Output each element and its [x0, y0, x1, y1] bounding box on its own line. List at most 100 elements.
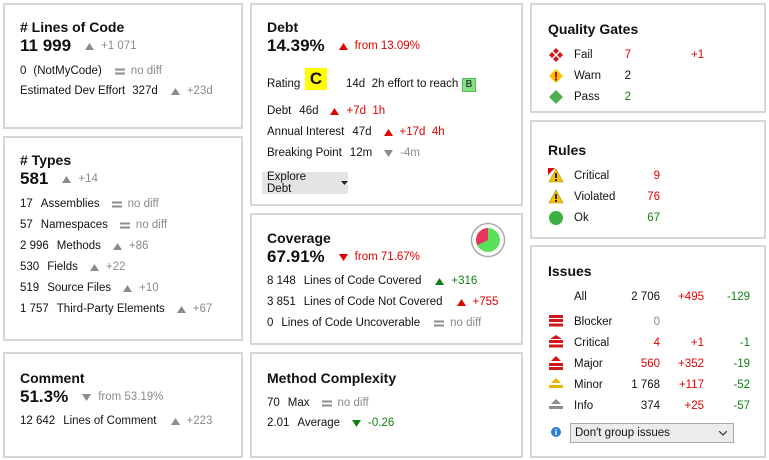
- issue-icon: [549, 399, 563, 409]
- issue-icon: [549, 378, 563, 388]
- row: Annual Interest 47d +17d 4h: [267, 125, 445, 139]
- explore-debt-button[interactable]: Explore Debt: [262, 171, 348, 195]
- row: 530 Fields +22: [20, 260, 125, 274]
- debt-title: Debt: [267, 19, 299, 35]
- issues-rows: +25: [684, 400, 704, 412]
- delta-icon: [170, 87, 180, 95]
- rules-rows: 67: [647, 212, 660, 224]
- row: 12 642 Lines of Comment +223: [20, 414, 212, 428]
- coverage-rows: Lines of Code Uncoverable: [281, 317, 421, 329]
- debt-target-rating: B: [462, 78, 476, 92]
- row: 3 851 Lines of Code Not Covered +755: [267, 295, 498, 309]
- issues-rows: -52: [733, 379, 750, 391]
- panel-method-complexity: [250, 352, 523, 458]
- delta-icon: [321, 400, 332, 406]
- method-complexity-rows: no diff: [337, 397, 369, 409]
- comment-rows: Lines of Comment: [63, 415, 157, 427]
- gate-icon: [549, 69, 563, 83]
- coverage-pie: [470, 222, 506, 258]
- issues-rows: +1: [690, 337, 704, 349]
- types-rows: Third-Party Elements: [56, 303, 165, 315]
- delta-icon: [62, 175, 72, 183]
- delta-icon: [434, 320, 445, 326]
- quality-gates-title: Quality Gates: [548, 21, 639, 37]
- row: 14.39% from 13.09%: [267, 37, 420, 55]
- types-rows: +22: [105, 261, 126, 273]
- issue-icon: [549, 315, 563, 327]
- quality-gates-rows: 2: [624, 91, 631, 103]
- issues-rows: -19: [733, 358, 750, 370]
- types-rows: Namespaces: [40, 219, 108, 231]
- coverage-value: 67.91%: [267, 247, 325, 266]
- gate-icon: [549, 90, 563, 104]
- group-issues-select[interactable]: Don't group issues: [570, 423, 734, 443]
- types-delta: +14: [78, 173, 98, 185]
- row: 0 (NotMyCode) no diff: [20, 64, 162, 78]
- types-rows: Fields: [47, 261, 78, 273]
- comment-title: Comment: [20, 370, 85, 386]
- types-rows: 1 757: [20, 303, 49, 315]
- types-rows: 530: [20, 261, 40, 273]
- lines-of-code-rows: no diff: [130, 65, 162, 77]
- quality-gates-rows: Fail: [574, 49, 593, 61]
- rules-rows: 76: [647, 191, 660, 203]
- lines-of-code-rows: Estimated Dev Effort: [20, 85, 126, 97]
- row: 70 Max no diff: [267, 396, 369, 410]
- row: 11 999 +1 071: [20, 37, 137, 55]
- types-rows: 2 996: [20, 240, 49, 252]
- issues-rows: +495: [678, 291, 704, 303]
- comment-rows: +223: [186, 415, 213, 427]
- issues-rows: 0: [653, 316, 660, 328]
- debt-rating: C: [305, 68, 327, 90]
- comment-rows: 12 642: [20, 415, 56, 427]
- caret: [719, 430, 727, 436]
- coverage-title: Coverage: [267, 230, 331, 246]
- debt-rows: Annual Interest: [267, 126, 345, 138]
- row: 1 757 Third-Party Elements +67: [20, 302, 212, 316]
- delta-icon: [338, 253, 348, 261]
- row: 2 996 Methods +86: [20, 239, 148, 253]
- rule-icon: [548, 189, 564, 204]
- types-title: # Types: [20, 152, 72, 168]
- quality-gates-rows: 2: [624, 70, 631, 82]
- issues-rows: Info: [574, 400, 594, 412]
- debt-value: 14.39%: [267, 36, 325, 55]
- panel-types: [3, 136, 243, 341]
- coverage-rows: Lines of Code Not Covered: [303, 296, 443, 308]
- types-rows: +10: [139, 282, 159, 294]
- issues-rows: -57: [733, 400, 750, 412]
- debt-rows: 46d: [299, 105, 319, 117]
- rules-title: Rules: [548, 142, 587, 158]
- method-complexity-rows: 70: [267, 397, 280, 409]
- row: 67.91% from 71.67%: [267, 248, 420, 266]
- types-rows: 519: [20, 282, 40, 294]
- lines-of-code-rows: (NotMyCode): [33, 65, 102, 77]
- delta-icon: [176, 305, 186, 313]
- method-complexity-rows: -0.26: [368, 417, 395, 429]
- row: 519 Source Files +10: [20, 281, 159, 295]
- delta-icon: [383, 128, 393, 136]
- quality-gates-rows: +1: [691, 49, 705, 61]
- panel-comment: [3, 352, 243, 458]
- coverage-delta: from 71.67%: [354, 251, 420, 263]
- row: 51.3% from 53.19%: [20, 388, 163, 406]
- issue-icon: [549, 335, 563, 348]
- types-rows: Assemblies: [40, 198, 100, 210]
- delta-icon: [114, 68, 125, 74]
- debt-effort: 14d 2h effort to reach: [346, 78, 459, 90]
- coverage-rows: 0: [267, 317, 274, 329]
- comment-value: 51.3%: [20, 387, 69, 406]
- issues-rows: 1 768: [631, 379, 660, 391]
- quality-gates-rows: 7: [624, 49, 631, 61]
- rule-icon: [549, 211, 563, 225]
- method-complexity-rows: Average: [297, 417, 341, 429]
- delta-icon: [112, 242, 122, 250]
- issues-rows: -129: [726, 291, 750, 303]
- coverage-rows: 8 148: [267, 275, 296, 287]
- issues-title: Issues: [548, 263, 592, 279]
- delta-icon: [170, 417, 180, 425]
- issues-rows: Blocker: [574, 316, 613, 328]
- rules-rows: Critical: [574, 170, 610, 182]
- info-icon: [551, 427, 561, 437]
- issues-rows: All: [574, 291, 587, 303]
